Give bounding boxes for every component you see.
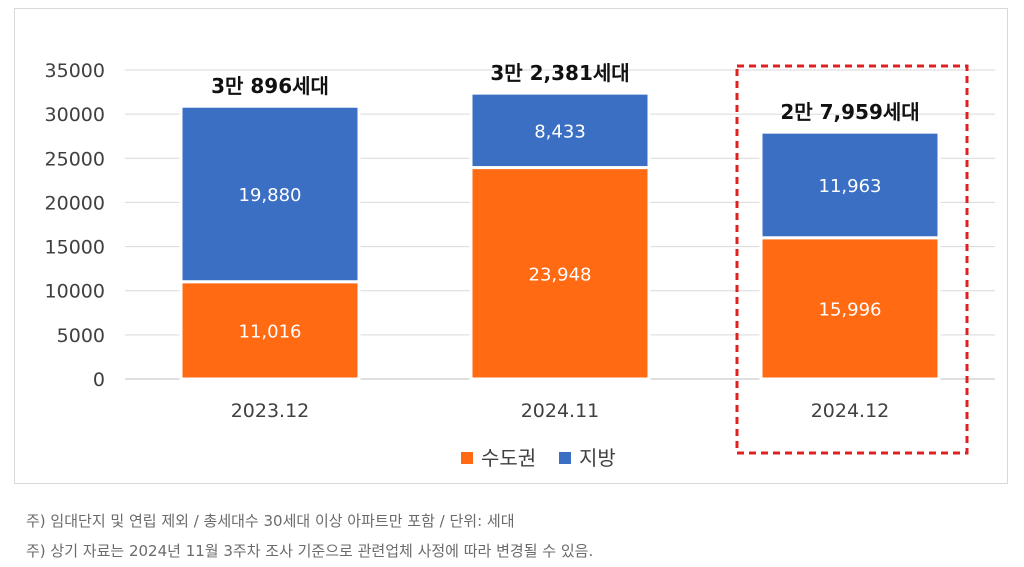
legend-label: 수도권 — [481, 446, 536, 470]
x-tick-label: 2023.12 — [231, 400, 310, 422]
data-label: 23,948 — [529, 264, 592, 285]
bar-segment — [759, 236, 941, 381]
highlight-box — [735, 64, 969, 455]
y-tick-label: 15000 — [45, 237, 105, 259]
bar-segment — [469, 91, 651, 170]
bar-segment — [179, 104, 361, 284]
total-label: 2만 7,959세대 — [780, 100, 919, 124]
total-label: 3만 896세대 — [211, 74, 329, 98]
x-tick-label: 2024.12 — [811, 400, 890, 422]
y-tick-label: 0 — [93, 369, 105, 391]
bar-segment — [179, 280, 361, 381]
total-label: 3만 2,381세대 — [490, 61, 629, 85]
y-tick-label: 30000 — [45, 104, 105, 126]
data-label: 11,963 — [819, 176, 882, 197]
legend-swatch — [461, 452, 473, 464]
bar-segment — [469, 166, 651, 381]
y-tick-label: 5000 — [57, 325, 105, 347]
x-tick-label: 2024.11 — [521, 400, 600, 422]
footnotes: 주) 임대단지 및 연립 제외 / 총세대수 30세대 이상 아파트만 포함 /… — [26, 506, 593, 566]
data-label: 8,433 — [534, 121, 586, 142]
footnote-1: 주) 임대단지 및 연립 제외 / 총세대수 30세대 이상 아파트만 포함 /… — [26, 512, 515, 530]
legend-swatch — [559, 452, 571, 464]
data-label: 19,880 — [239, 185, 302, 206]
y-tick-label: 35000 — [45, 60, 105, 82]
y-tick-label: 10000 — [45, 281, 105, 303]
data-label: 11,016 — [239, 321, 302, 342]
chart-frame: 0 5000 10000 15000 20000 25000 30000 35000 11,01… — [14, 8, 1008, 484]
stacked-bar-chart: 0 5000 10000 15000 20000 25000 30000 35000 11,01… — [45, 60, 995, 470]
legend-label: 지방 — [579, 446, 616, 470]
y-tick-label: 25000 — [45, 148, 105, 170]
bar-segment — [759, 130, 941, 240]
data-label: 15,996 — [819, 299, 882, 320]
y-tick-label: 20000 — [45, 192, 105, 214]
footnote-2: 주) 상기 자료는 2024년 11월 3주차 조사 기준으로 관련업체 사정에… — [26, 542, 594, 560]
